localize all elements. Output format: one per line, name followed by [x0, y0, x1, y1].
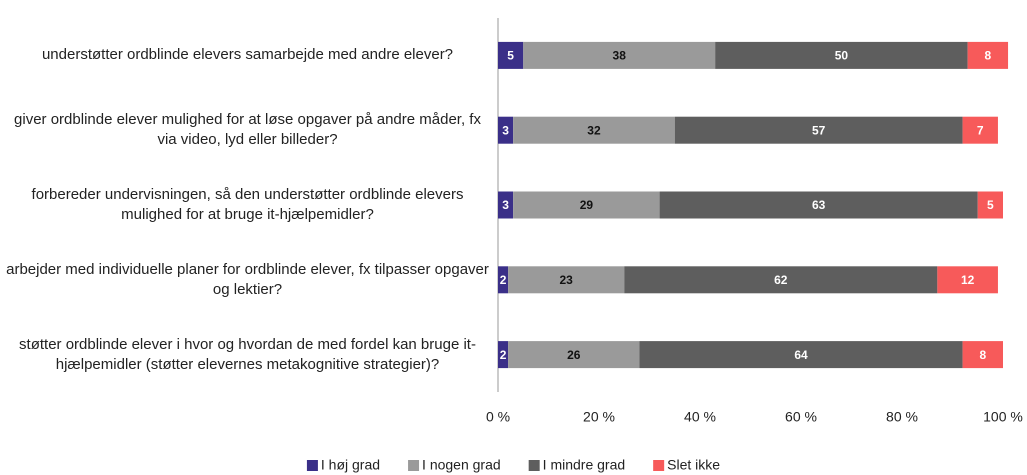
x-tick-label: 100 % [983, 409, 1023, 425]
value-label: 12 [961, 273, 975, 287]
bar-segment [498, 191, 514, 219]
value-label: 8 [985, 49, 992, 63]
value-label: 7 [977, 123, 984, 137]
legend-label: I høj grad [321, 457, 380, 473]
bar-segment [967, 41, 1009, 69]
value-label: 29 [580, 198, 594, 212]
bar-segment [659, 191, 978, 219]
bar-segment [715, 41, 968, 69]
value-label: 3 [502, 198, 509, 212]
bar-segment [498, 41, 524, 69]
bar-segment [624, 266, 938, 294]
value-label: 5 [987, 198, 994, 212]
category-label: giver ordblinde elever mulighed for at l… [14, 111, 481, 149]
legend-label: I nogen grad [422, 457, 501, 473]
bar-segment [639, 341, 963, 369]
legend-swatch [528, 460, 540, 471]
bar-segment [962, 116, 998, 144]
value-label: 62 [774, 273, 788, 287]
x-tick-label: 20 % [583, 409, 615, 425]
bar-segment [508, 341, 640, 369]
category-label: understøtter ordblinde elevers samarbejd… [41, 46, 454, 64]
bar-segment [498, 266, 509, 294]
bar-segment [508, 266, 625, 294]
bar-segment [513, 116, 675, 144]
value-label: 23 [559, 273, 573, 287]
bar-segment [977, 191, 1003, 219]
x-tick-label: 40 % [684, 409, 716, 425]
value-label: 2 [500, 273, 507, 287]
x-tick-label: 60 % [785, 409, 817, 425]
value-label: 26 [567, 348, 581, 362]
bar-segment [937, 266, 998, 294]
x-tick-label: 0 % [486, 409, 510, 425]
legend-swatch [306, 460, 318, 471]
bar-segment [962, 341, 1003, 369]
value-label: 32 [587, 123, 601, 137]
category-label: arbejder med individuelle planer for ord… [6, 260, 489, 298]
value-label: 5 [507, 49, 514, 63]
value-label: 3 [502, 123, 509, 137]
value-label: 57 [812, 123, 826, 137]
value-label: 50 [835, 49, 849, 63]
value-label: 8 [979, 348, 986, 362]
value-label: 2 [500, 348, 507, 362]
legend-label: I mindre grad [543, 457, 625, 473]
bar-segment [498, 341, 509, 369]
legend-swatch [653, 460, 665, 471]
value-label: 64 [794, 348, 808, 362]
x-tick-label: 80 % [886, 409, 918, 425]
category-label: forbereder undervisningen, så den unders… [31, 186, 464, 223]
bar-segment [513, 191, 660, 219]
category-label: støtter ordblinde elever i hvor og hvord… [19, 335, 476, 373]
bar-segment [674, 116, 963, 144]
value-label: 38 [613, 49, 627, 63]
legend-label: Slet ikke [667, 457, 720, 473]
bar-segment [498, 116, 514, 144]
legend-swatch [408, 460, 420, 471]
value-label: 63 [812, 198, 826, 212]
bar-segment [523, 41, 716, 69]
